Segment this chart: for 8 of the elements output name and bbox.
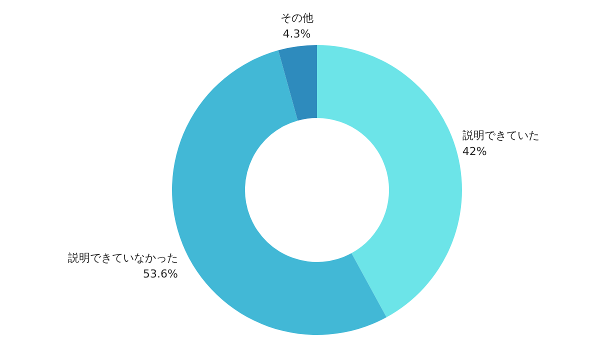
slice-label: その他: [280, 11, 314, 24]
data-label: 53.6%: [143, 267, 178, 280]
donut-slice: [278, 45, 317, 121]
slice-label: 説明できていた: [462, 128, 540, 142]
data-label: 42%: [462, 144, 487, 158]
data-label: 4.3%: [282, 27, 311, 40]
donut-slice: [317, 45, 462, 318]
slice-label: 説明できていなかった: [68, 251, 178, 264]
